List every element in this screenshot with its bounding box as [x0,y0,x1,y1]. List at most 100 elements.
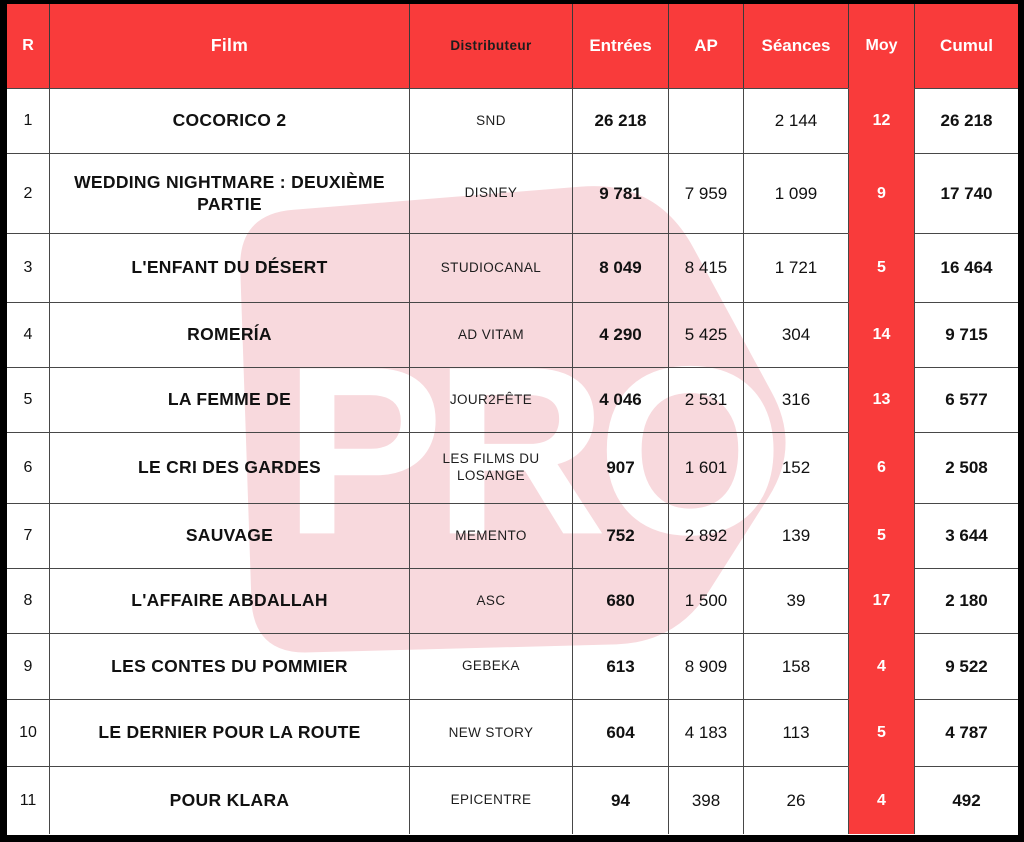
entries-cell: 604 [572,699,668,766]
table-row: 9 LES CONTES DU POMMIER GEBEKA 613 8 909… [7,633,1018,699]
header-distributor: Distributeur [409,4,572,88]
entries-cell: 613 [572,633,668,699]
seances-cell: 26 [743,766,848,834]
seances-cell: 113 [743,699,848,766]
entries-cell: 752 [572,503,668,568]
ap-cell [668,88,743,153]
rank-cell: 2 [7,153,49,233]
header-rank: R [7,4,49,88]
ap-cell: 398 [668,766,743,834]
film-cell: LE DERNIER POUR LA ROUTE [49,699,409,766]
seances-cell: 316 [743,367,848,432]
header-entries: Entrées [572,4,668,88]
distributor-cell: MEMENTO [409,503,572,568]
moy-cell: 5 [848,233,914,302]
table-row: 3 L'ENFANT DU DÉSERT STUDIOCANAL 8 049 8… [7,233,1018,302]
moy-cell: 6 [848,432,914,503]
ap-cell: 1 601 [668,432,743,503]
cumul-cell: 9 715 [914,302,1018,367]
seances-cell: 1 721 [743,233,848,302]
distributor-cell: LES FILMS DU LOSANGE [409,432,572,503]
ap-cell: 7 959 [668,153,743,233]
ap-cell: 1 500 [668,568,743,633]
rank-cell: 11 [7,766,49,834]
moy-cell: 17 [848,568,914,633]
table-body: 1 COCORICO 2 SND 26 218 2 144 12 26 218 … [7,88,1018,834]
film-cell: L'AFFAIRE ABDALLAH [49,568,409,633]
table-row: 7 SAUVAGE MEMENTO 752 2 892 139 5 3 644 [7,503,1018,568]
table-row: 8 L'AFFAIRE ABDALLAH ASC 680 1 500 39 17… [7,568,1018,633]
film-cell: LA FEMME DE [49,367,409,432]
entries-cell: 26 218 [572,88,668,153]
seances-cell: 1 099 [743,153,848,233]
table-row: 1 COCORICO 2 SND 26 218 2 144 12 26 218 [7,88,1018,153]
seances-cell: 304 [743,302,848,367]
distributor-cell: GEBEKA [409,633,572,699]
film-cell: COCORICO 2 [49,88,409,153]
rank-cell: 4 [7,302,49,367]
rank-cell: 1 [7,88,49,153]
cumul-cell: 17 740 [914,153,1018,233]
header-cumul: Cumul [914,4,1018,88]
table-row: 11 POUR KLARA EPICENTRE 94 398 26 4 492 [7,766,1018,834]
cumul-cell: 9 522 [914,633,1018,699]
distributor-cell: ASC [409,568,572,633]
ap-cell: 5 425 [668,302,743,367]
rank-cell: 9 [7,633,49,699]
distributor-cell: SND [409,88,572,153]
entries-cell: 4 046 [572,367,668,432]
seances-cell: 139 [743,503,848,568]
rank-cell: 3 [7,233,49,302]
cumul-cell: 4 787 [914,699,1018,766]
ap-cell: 4 183 [668,699,743,766]
distributor-cell: NEW STORY [409,699,572,766]
rank-cell: 6 [7,432,49,503]
film-cell: LES CONTES DU POMMIER [49,633,409,699]
cumul-cell: 6 577 [914,367,1018,432]
header-moy: Moy [848,4,914,88]
distributor-cell: STUDIOCANAL [409,233,572,302]
moy-cell: 5 [848,503,914,568]
film-cell: L'ENFANT DU DÉSERT [49,233,409,302]
moy-cell: 12 [848,88,914,153]
rank-cell: 10 [7,699,49,766]
moy-cell: 4 [848,766,914,834]
rank-cell: 7 [7,503,49,568]
distributor-cell: AD VITAM [409,302,572,367]
entries-cell: 907 [572,432,668,503]
ap-cell: 2 531 [668,367,743,432]
moy-cell: 4 [848,633,914,699]
film-cell: SAUVAGE [49,503,409,568]
entries-cell: 4 290 [572,302,668,367]
ap-cell: 8 415 [668,233,743,302]
moy-cell: 14 [848,302,914,367]
cumul-cell: 2 508 [914,432,1018,503]
rank-cell: 8 [7,568,49,633]
cumul-cell: 2 180 [914,568,1018,633]
entries-cell: 94 [572,766,668,834]
header-film: Film [49,4,409,88]
rank-cell: 5 [7,367,49,432]
entries-cell: 680 [572,568,668,633]
distributor-cell: DISNEY [409,153,572,233]
moy-cell: 9 [848,153,914,233]
table-header-row: R Film Distributeur Entrées AP Séances M… [7,4,1018,88]
table-row: 5 LA FEMME DE JOUR2FÊTE 4 046 2 531 316 … [7,367,1018,432]
film-cell: ROMERÍA [49,302,409,367]
cumul-cell: 3 644 [914,503,1018,568]
entries-cell: 9 781 [572,153,668,233]
table-row: 4 ROMERÍA AD VITAM 4 290 5 425 304 14 9 … [7,302,1018,367]
table-row: 2 WEDDING NIGHTMARE : DEUXIÈME PARTIE DI… [7,153,1018,233]
seances-cell: 152 [743,432,848,503]
film-cell: WEDDING NIGHTMARE : DEUXIÈME PARTIE [49,153,409,233]
cumul-cell: 492 [914,766,1018,834]
header-seances: Séances [743,4,848,88]
film-cell: POUR KLARA [49,766,409,834]
header-ap: AP [668,4,743,88]
seances-cell: 158 [743,633,848,699]
table-row: 10 LE DERNIER POUR LA ROUTE NEW STORY 60… [7,699,1018,766]
moy-cell: 13 [848,367,914,432]
ap-cell: 8 909 [668,633,743,699]
